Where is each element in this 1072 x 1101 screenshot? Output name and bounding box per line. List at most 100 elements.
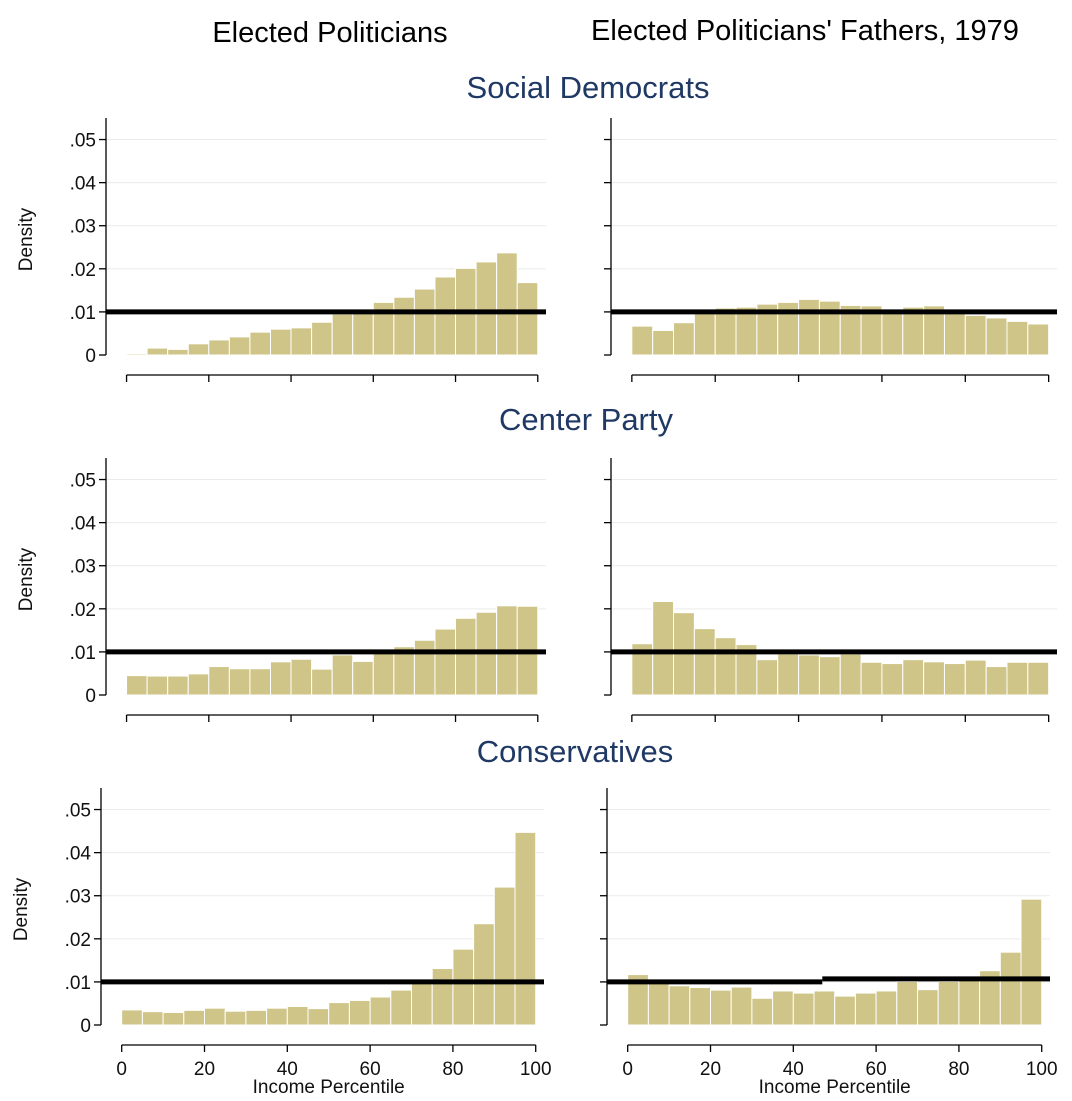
histogram-bar	[757, 660, 778, 695]
histogram-bar	[715, 638, 736, 695]
histogram-bar	[944, 664, 965, 695]
histogram-bar	[778, 654, 799, 695]
x-tick-label: 20	[194, 1059, 215, 1080]
histogram-bar	[711, 990, 732, 1025]
histogram-bar	[353, 311, 374, 355]
histogram-bar	[882, 664, 903, 695]
x-axis-title: Income Percentile	[759, 1077, 911, 1098]
x-tick-label: 20	[700, 1059, 721, 1080]
histogram-bar	[918, 990, 939, 1025]
histogram-bar	[168, 349, 189, 355]
y-tick-label: .05	[65, 801, 91, 822]
histogram-bar	[944, 313, 965, 355]
histogram-bar	[250, 332, 271, 355]
y-tick-label: .03	[70, 557, 96, 578]
histogram-bar	[432, 969, 453, 1025]
histogram-bar	[246, 1010, 267, 1025]
histogram-bar	[412, 981, 433, 1025]
histogram-bar	[394, 297, 415, 355]
histogram-bar	[799, 655, 820, 695]
histogram-bar	[752, 998, 773, 1025]
x-axis-title: Income Percentile	[253, 1077, 405, 1098]
column-title-left: Elected Politicians	[212, 17, 447, 49]
y-tick-label: .04	[65, 844, 92, 865]
histogram-bar	[497, 253, 518, 355]
histogram-bar	[1028, 324, 1049, 355]
y-tick-label: .01	[70, 303, 96, 324]
histogram-bar	[205, 1008, 226, 1025]
y-tick-label: 0	[80, 1016, 91, 1037]
row-title-conservatives: Conservatives	[477, 734, 673, 769]
y-tick-label: .01	[65, 973, 91, 994]
histogram-bar	[653, 330, 674, 355]
histogram-bar	[267, 1008, 288, 1025]
histogram-bar	[209, 340, 230, 355]
histogram-bar	[184, 1010, 205, 1025]
y-tick-label: .05	[70, 471, 96, 492]
panel-1: 0 .01 .02 .03 .04 .05 Density	[16, 118, 546, 382]
histogram-bar	[876, 991, 897, 1025]
histogram-bar	[168, 676, 189, 695]
histogram-bar	[373, 651, 394, 695]
y-axis-title: Density	[16, 547, 37, 611]
histogram-bar	[229, 337, 250, 355]
y-tick-label: .04	[70, 174, 97, 195]
histogram-bar	[882, 310, 903, 355]
histogram-bar	[986, 667, 1007, 695]
histogram-bar	[122, 1010, 143, 1025]
histogram-bar	[147, 676, 168, 695]
histogram-bar	[435, 277, 456, 355]
histogram-bar	[312, 322, 333, 355]
histogram-bar	[690, 988, 711, 1025]
y-tick-label: .02	[70, 600, 96, 621]
x-tick-label: 0	[116, 1059, 127, 1080]
panel-3: 0 .01 .02 .03 .04 .05 Density	[16, 458, 546, 722]
histogram-bar	[142, 1012, 163, 1025]
histogram-bar	[476, 262, 497, 355]
histogram-bar	[694, 629, 715, 695]
histogram-bar	[959, 977, 980, 1025]
histogram-bar	[840, 654, 861, 695]
x-tick-label: 0	[622, 1059, 633, 1080]
histogram-bar	[715, 308, 736, 355]
y-tick-label: .01	[70, 643, 96, 664]
y-tick-label: .03	[70, 217, 96, 238]
histogram-bar	[414, 289, 435, 355]
histogram-bar	[799, 299, 820, 355]
histogram-bar	[897, 981, 918, 1025]
histogram-bar	[517, 283, 538, 355]
y-tick-label: .05	[70, 131, 96, 152]
histogram-bar	[332, 314, 353, 355]
histogram-bar	[855, 993, 876, 1025]
histogram-bar	[312, 669, 333, 695]
histogram-bar	[349, 1000, 370, 1025]
histogram-bar	[225, 1011, 246, 1025]
histogram-bar	[250, 669, 271, 695]
histogram-bar	[188, 344, 209, 355]
x-tick-label: 100	[520, 1059, 552, 1080]
histogram-bar	[819, 301, 840, 355]
histogram-bar	[965, 315, 986, 355]
histogram-bar	[127, 676, 148, 695]
histogram-bar	[986, 318, 1007, 355]
histogram-bar	[332, 655, 353, 695]
y-axis-title: Density	[16, 207, 37, 271]
histogram-bar	[414, 640, 435, 695]
y-tick-label: .03	[65, 887, 91, 908]
histogram-bar	[965, 660, 986, 695]
histogram-bar	[938, 981, 959, 1025]
histogram-bar	[903, 660, 924, 695]
row-title-center-party: Center Party	[499, 402, 674, 437]
x-tick-label: 80	[442, 1059, 463, 1080]
histogram-bar	[648, 982, 669, 1025]
y-axis-title: Density	[11, 877, 32, 941]
histogram-bar	[835, 996, 856, 1025]
histogram-bar	[308, 1009, 329, 1025]
x-tick-label: 80	[948, 1059, 969, 1080]
column-title-right: Elected Politicians' Fathers, 1979	[591, 15, 1019, 47]
histogram-bar	[1007, 662, 1028, 695]
histogram-bar	[291, 659, 312, 695]
y-tick-label: .02	[65, 930, 91, 951]
histogram-bar	[1000, 952, 1021, 1025]
